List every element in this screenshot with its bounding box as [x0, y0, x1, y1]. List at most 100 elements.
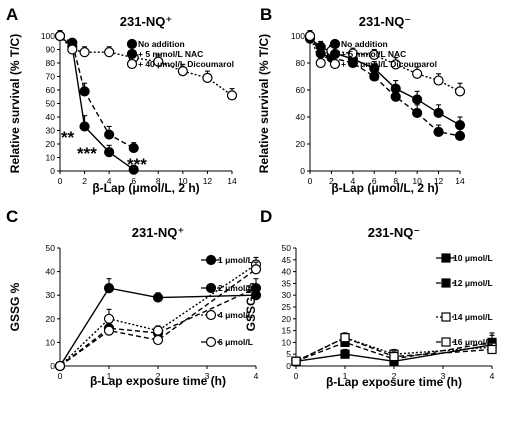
y-tick-label: 35: [282, 278, 292, 288]
data-point: [226, 90, 238, 101]
x-tick-label: 0: [58, 176, 63, 186]
data-point: [104, 147, 115, 158]
y-tick-label: 50: [282, 243, 292, 253]
data-point: [315, 57, 326, 69]
y-tick-label: 40: [282, 267, 292, 277]
panel-c: C 231-NQ⁺ 0 10 20 30 40 50 0 1 2 3 4 β-Lap exposure t…: [6, 207, 262, 388]
x-axis-label: β-Lap exposure time (h): [90, 374, 226, 388]
data-point: [412, 107, 423, 119]
data-point: [369, 71, 380, 82]
chart-title: 231-NQ⁺: [120, 14, 172, 29]
x-tick-label: 0: [294, 371, 299, 381]
data-point: [54, 360, 66, 372]
significance-annotation: ***: [127, 155, 147, 174]
data-point: [433, 126, 444, 137]
legend: No addition+ 5 mmol/L NAC+ 40 μmol/L Dic…: [329, 38, 437, 70]
legend: 1 μmol/L 2 μmol/L 4 μmol/L 6 μmol/L: [201, 254, 253, 348]
data-point: [390, 59, 401, 70]
data-point: [454, 119, 466, 131]
chart-title: 231-NQ⁻: [368, 225, 420, 240]
legend-entry: + 40 μmol/L Dicoumarol: [138, 59, 234, 69]
series-4: [291, 332, 497, 366]
x-tick-label: 0: [308, 176, 313, 186]
y-tick-label: 10: [46, 337, 56, 347]
x-tick-label: 3: [205, 371, 210, 381]
y-tick-label: 10: [46, 153, 56, 163]
chart-title: 231-NQ⁺: [132, 225, 184, 240]
x-tick-label: 8: [156, 176, 161, 186]
series-line: [295, 336, 493, 362]
data-point: [454, 86, 466, 97]
legend-entry: 14 μmol/L: [453, 312, 493, 322]
x-tick-label: 4: [490, 371, 495, 381]
x-tick-label: 6: [131, 176, 136, 186]
legend: 10 μmol/L 12 μmol/L 14 μmol/L 16 μmol/L: [436, 253, 493, 347]
series-line: [59, 287, 257, 367]
series-line: [59, 287, 257, 367]
y-tick-label: 40: [46, 112, 56, 122]
y-tick-label: 100: [291, 31, 305, 41]
y-tick-label: 20: [46, 314, 56, 324]
y-tick-label: 100: [41, 31, 55, 41]
y-tick-label: 40: [46, 267, 56, 277]
y-tick-label: 60: [296, 85, 306, 95]
legend-entry: 12 μmol/L: [453, 278, 493, 288]
x-axis-label: β-Lap (μmol/L, 2 h): [92, 181, 199, 195]
data-point: [202, 72, 213, 83]
data-point: [104, 129, 115, 140]
legend-marker: [126, 58, 138, 70]
data-point: [412, 68, 423, 79]
data-point: [250, 283, 262, 294]
data-point: [177, 65, 188, 77]
x-tick-label: 2: [156, 371, 161, 381]
data-point: [250, 264, 262, 275]
x-tick-label: 12: [203, 176, 213, 186]
data-point: [103, 283, 115, 294]
y-tick-label: 70: [46, 72, 56, 82]
legend-marker: [329, 38, 341, 50]
y-tick-label: 50: [46, 243, 56, 253]
x-tick-label: 12: [434, 176, 444, 186]
legend-entry: + 40 μmol/L Dicoumarol: [341, 59, 437, 69]
legend-entry: 16 μmol/L: [453, 337, 493, 347]
x-tick-label: 4: [107, 176, 112, 186]
panel-letter: A: [6, 5, 18, 24]
data-point: [454, 130, 466, 141]
legend-marker: [126, 38, 138, 50]
legend-entry: + 5 mmol/L NAC: [341, 49, 406, 59]
y-tick-label: 80: [46, 58, 56, 68]
panel-letter: D: [260, 207, 272, 226]
x-tick-label: 6: [372, 176, 377, 186]
x-tick-label: 14: [227, 176, 237, 186]
chart-title: 231-NQ⁻: [359, 14, 411, 29]
y-tick-label: 45: [282, 255, 292, 265]
legend-entry: No addition: [138, 39, 185, 49]
legend: No addition+ 5 mmol/L NAC+ 40 μmol/L Dic…: [126, 38, 234, 70]
data-point: [152, 334, 164, 346]
x-tick-label: 2: [82, 176, 87, 186]
x-tick-label: 4: [254, 371, 259, 381]
y-tick-label: 10: [282, 337, 292, 347]
y-tick-label: 80: [296, 58, 306, 68]
y-tick-label: 60: [46, 85, 56, 95]
x-tick-label: 1: [343, 371, 348, 381]
series-4: [54, 261, 262, 372]
data-point: [128, 142, 139, 154]
data-point: [304, 30, 316, 42]
legend-marker: [441, 337, 451, 347]
data-point: [291, 356, 301, 366]
panel-letter: C: [6, 207, 18, 226]
data-point: [433, 75, 444, 86]
y-tick-label: 20: [282, 314, 292, 324]
legend-marker: [441, 312, 451, 322]
legend-marker: [205, 309, 217, 321]
data-point: [79, 47, 90, 58]
data-point: [153, 56, 164, 67]
data-point: [54, 30, 66, 42]
panel-letter: B: [260, 5, 272, 24]
y-tick-label: 25: [282, 302, 292, 312]
x-tick-label: 2: [329, 176, 334, 186]
y-tick-label: 20: [46, 139, 56, 149]
legend-entry: 6 μmol/L: [218, 337, 253, 347]
legend-marker: [441, 253, 451, 263]
